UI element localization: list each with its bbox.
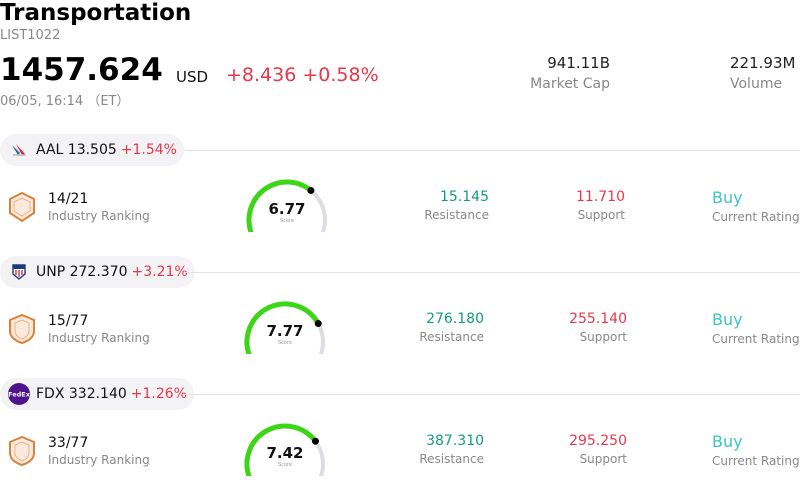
score-gauge: [244, 301, 325, 354]
ranking-shield-icon: [9, 436, 35, 466]
stock-change-pct: +3.21%: [131, 264, 188, 280]
fedex-logo-text: FedEx: [8, 391, 30, 399]
index-price: 1457.624: [0, 52, 163, 88]
list-code: LIST1022: [0, 28, 61, 43]
union-pacific-logo-icon: [8, 261, 30, 283]
stock-ticker-price: AAL 13.505: [36, 142, 117, 158]
volume-block: 221.93M Volume: [730, 54, 795, 92]
stock-change-pct: +1.26%: [130, 386, 187, 402]
support-value: 255.140: [569, 311, 627, 327]
currency-label: USD: [176, 68, 209, 86]
market-cap-label: Market Cap: [530, 76, 610, 92]
volume-value: 221.93M: [730, 54, 796, 72]
stock-ticker-price: FDX 332.140: [36, 386, 127, 402]
rating-value: Buy: [712, 310, 743, 329]
ranking-shield-icon: [9, 192, 35, 222]
divider: [185, 150, 800, 151]
market-cap-value: 941.11B: [547, 54, 610, 72]
support-block: 11.710 Support: [576, 189, 625, 222]
score-label: Score: [277, 462, 292, 468]
resistance-block: 387.310 Resistance: [419, 433, 484, 466]
ranking-value: 33/77: [48, 435, 89, 451]
volume-label: Volume: [730, 76, 783, 92]
rating-label: Current Rating: [712, 454, 800, 468]
score-label: Score: [279, 218, 294, 224]
support-value: 295.250: [569, 433, 627, 449]
support-label: Support: [579, 452, 627, 466]
score-value: 7.42: [266, 444, 304, 462]
american-airlines-logo-icon: [8, 139, 30, 161]
gauge-indicator: [311, 437, 319, 445]
stock-ticker-price: UNP 272.370: [36, 264, 128, 280]
score-value: 6.77: [268, 200, 306, 218]
ranking-value: 14/21: [48, 191, 89, 207]
stock-pill-unp[interactable]: UNP 272.370 +3.21%: [0, 256, 195, 288]
score-gauge: [244, 423, 325, 476]
rating-block: Buy Current Rating: [712, 432, 800, 468]
resistance-label: Resistance: [424, 208, 489, 222]
gauge-fill: [246, 179, 314, 232]
resistance-value: 15.145: [440, 189, 489, 205]
ranking-label: Industry Ranking: [48, 453, 150, 467]
rating-value: Buy: [712, 432, 743, 451]
gauge-fill: [244, 423, 318, 476]
rating-label: Current Rating: [712, 332, 800, 346]
industry-ranking: 14/21 Industry Ranking: [48, 191, 150, 223]
gauge-fill: [244, 301, 321, 354]
rating-block: Buy Current Rating: [712, 310, 800, 346]
divider: [185, 272, 800, 273]
support-label: Support: [577, 208, 625, 222]
stock-pill-fdx[interactable]: FedEx FDX 332.140 +1.26%: [0, 378, 194, 410]
support-label: Support: [579, 330, 627, 344]
industry-ranking: 33/77 Industry Ranking: [48, 435, 150, 467]
resistance-block: 15.145 Resistance: [424, 189, 489, 222]
resistance-label: Resistance: [419, 452, 484, 466]
resistance-value: 276.180: [426, 311, 484, 327]
ranking-label: Industry Ranking: [48, 331, 150, 345]
ranking-shield-icon: [9, 314, 35, 344]
gauge-indicator: [307, 186, 315, 194]
resistance-block: 276.180 Resistance: [419, 311, 484, 344]
stock-pill-aal[interactable]: AAL 13.505 +1.54%: [0, 134, 184, 166]
gauge-indicator: [314, 320, 322, 328]
rating-value: Buy: [712, 188, 743, 207]
support-block: 295.250 Support: [569, 433, 627, 466]
score-block: 6.77 Score: [257, 200, 317, 224]
score-gauge: [246, 179, 327, 232]
timestamp: 06/05, 16:14 （ET）: [0, 94, 130, 109]
industry-ranking: 15/77 Industry Ranking: [48, 313, 150, 345]
support-block: 255.140 Support: [569, 311, 627, 344]
resistance-value: 387.310: [426, 433, 484, 449]
rating-label: Current Rating: [712, 210, 800, 224]
stock-change-pct: +1.54%: [120, 142, 177, 158]
score-block: 7.42 Score: [255, 444, 315, 468]
market-cap-block: 941.11B Market Cap: [530, 54, 610, 92]
divider: [185, 394, 800, 395]
ranking-label: Industry Ranking: [48, 209, 150, 223]
rating-block: Buy Current Rating: [712, 188, 800, 224]
score-block: 7.77 Score: [255, 322, 315, 346]
support-value: 11.710: [576, 189, 625, 205]
price-change: +8.436 +0.58%: [226, 64, 379, 86]
ranking-value: 15/77: [48, 313, 89, 329]
score-label: Score: [277, 340, 292, 346]
fedex-logo-icon: FedEx: [8, 383, 30, 405]
resistance-label: Resistance: [419, 330, 484, 344]
score-value: 7.77: [266, 322, 304, 340]
page-title: Transportation: [0, 0, 192, 26]
